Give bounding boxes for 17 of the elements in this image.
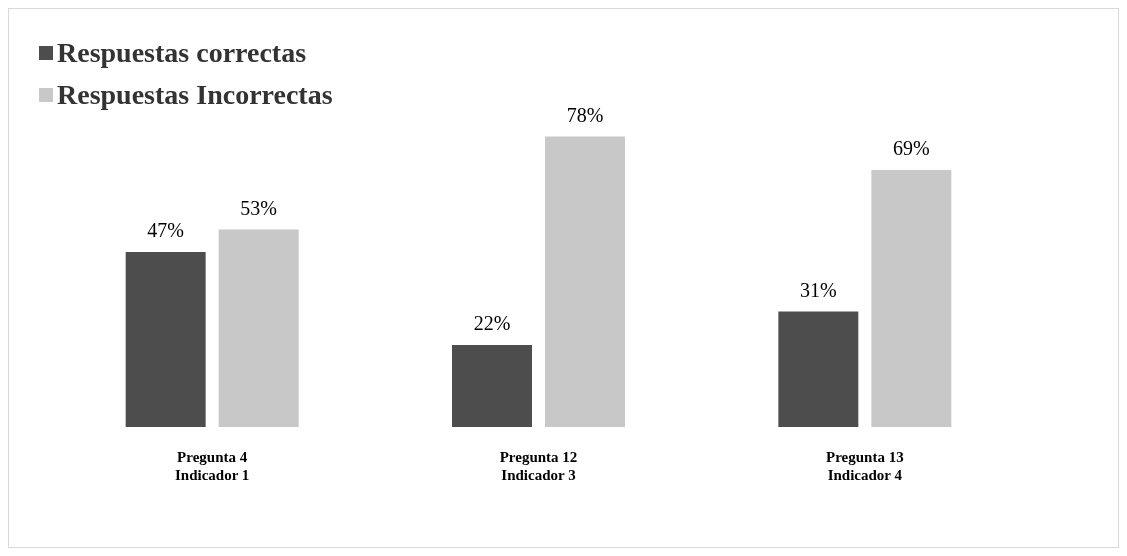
bar bbox=[125, 251, 206, 427]
legend-label: Respuestas correctas bbox=[57, 37, 307, 69]
x-tick-label: Pregunta 12 Indicador 3 bbox=[499, 448, 578, 483]
data-label: 78% bbox=[566, 103, 604, 126]
data-label: 69% bbox=[893, 137, 930, 160]
bar bbox=[218, 229, 299, 427]
data-label: 22% bbox=[473, 312, 511, 335]
x-tick-label: Pregunta 13 Indicador 4 bbox=[826, 448, 904, 483]
bar bbox=[545, 136, 625, 427]
data-label: 31% bbox=[799, 278, 837, 301]
data-label: 53% bbox=[240, 196, 278, 219]
bar bbox=[778, 311, 859, 427]
x-tick-label: Pregunta 4 Indicador 1 bbox=[175, 448, 250, 483]
legend-label: Respuestas Incorrectas bbox=[57, 79, 333, 111]
bar bbox=[452, 345, 532, 427]
data-label: 47% bbox=[147, 219, 184, 242]
bar bbox=[871, 169, 952, 427]
